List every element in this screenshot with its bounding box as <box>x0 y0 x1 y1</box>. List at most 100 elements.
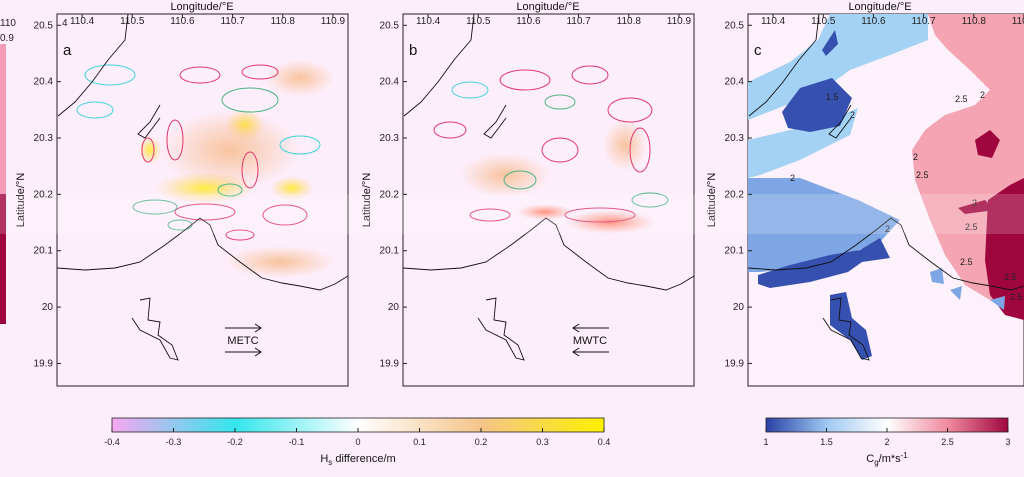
colorbar-tick-label: -0.2 <box>227 437 243 447</box>
speed-region-crimson-1 <box>985 178 1024 320</box>
colorbar-tick-label: 0 <box>355 437 360 447</box>
panel-a-xlabel: Longitude/°E <box>170 1 233 13</box>
contour-label: 2 <box>913 152 918 162</box>
left-partial-tick: 0.9 <box>0 33 14 44</box>
y-tick-label: 20.1 <box>380 246 400 257</box>
colorbar-tick-label: -0.4 <box>104 437 120 447</box>
colorbar-tick-label: 3 <box>1005 437 1010 447</box>
panel-a: a Longitude/°E Latitude/°N METC <box>15 1 349 387</box>
overlay-band <box>0 194 1024 234</box>
speed-region-dark-blue-3 <box>822 30 838 56</box>
speed-region-crimson-3 <box>958 200 995 214</box>
hs-colorbar: -0.4 -0.3 -0.2 -0.1 0 0.1 0.2 0.3 0.4 Hs differe… <box>104 417 610 467</box>
speed-region-blue-shelf <box>748 178 900 272</box>
panel-b: b Longitude/°E Latitude/°N MWTC <box>361 1 695 387</box>
panel-c: 1.5 2 2 2.5 2 2 2.5 2.5 2.5 2 2.5 2.5 2 … <box>706 1 1024 387</box>
contour-label: 2.5 <box>1004 272 1017 282</box>
x-tick-label: 110.4 <box>70 16 95 27</box>
x-tick-label: 110.7 <box>220 16 245 27</box>
x-tick-label: 110.8 <box>962 16 987 27</box>
y-tick-label: 20 <box>733 302 745 313</box>
panel-a-arrow-top <box>225 323 262 333</box>
contour-label: 2 <box>885 224 890 234</box>
x-tick-label: 110.9 <box>667 16 692 27</box>
speed-region-dark-blue-2 <box>758 238 890 288</box>
partial-label-4: 4 <box>62 18 68 29</box>
cg-colorbar: 1 1.5 2 2.5 3 Cg/m*s-1 <box>763 417 1011 467</box>
contour-label: 2.5 <box>955 94 968 104</box>
panel-c-field <box>748 14 1024 361</box>
colorbar-tick-label: 0.2 <box>475 437 488 447</box>
x-tick-label: 110.8 <box>271 16 296 27</box>
contour-label: 2 <box>972 198 977 208</box>
left-partial-colorbar <box>0 44 6 194</box>
panel-b-arrow-bottom <box>572 347 609 357</box>
hs-colorbar-ticks: -0.4 -0.3 -0.2 -0.1 0 0.1 0.2 0.3 0.4 <box>104 428 610 447</box>
panel-b-label: b <box>409 42 417 59</box>
colorbar-tick-label: 1 <box>763 437 768 447</box>
x-tick-label: 110.5 <box>811 16 836 27</box>
contour-label: 2.5 <box>916 170 929 180</box>
contour-label: 2 <box>980 90 985 100</box>
panel-a-label: a <box>63 42 72 59</box>
cg-colorbar-ticks: 1 1.5 2 2.5 3 <box>763 428 1011 447</box>
contour-label: 1.5 <box>826 92 839 102</box>
panel-a-arrow-bottom <box>225 347 262 357</box>
y-tick-label: 20 <box>42 302 54 313</box>
y-tick-label: 20.3 <box>34 133 54 144</box>
contour-label: 2.5 <box>960 257 973 267</box>
y-tick-label: 20.4 <box>34 77 54 88</box>
y-tick-label: 20.3 <box>380 133 400 144</box>
speed-region-dark-blue-4 <box>830 292 872 360</box>
x-tick-label: 110.9 <box>321 16 346 27</box>
y-tick-label: 20.2 <box>34 189 54 200</box>
contour-label: 2 <box>790 173 795 183</box>
colorbar-tick-label: 1.5 <box>820 437 833 447</box>
colorbar-tick-label: 2 <box>884 437 889 447</box>
y-tick-label: 20.4 <box>380 77 400 88</box>
panel-a-ticks: 110.4 110.5 110.6 110.7 110.8 110.9 20.5 20.4 20… <box>34 14 346 369</box>
y-tick-label: 20.1 <box>34 246 54 257</box>
y-tick-label: 19.9 <box>725 358 745 369</box>
x-tick-label: 110.7 <box>566 16 591 27</box>
colorbar-tick-label: -0.3 <box>166 437 182 447</box>
speed-region-dark-blue-1 <box>782 78 852 132</box>
speed-region-blue-patch-3 <box>990 296 1005 310</box>
y-tick-label: 20.5 <box>34 20 54 31</box>
x-tick-label: 110.9 <box>1012 16 1024 27</box>
panel-b-arrow-top <box>572 323 609 333</box>
panel-b-field <box>403 14 694 361</box>
panel-b-ticks: 110.4 110.5 110.6 110.7 110.8 110.9 20.5 20.4 20… <box>380 14 692 369</box>
panel-c-ticks: 110.4 110.5 110.6 110.7 110.8 110.9 20.5 20.4 20… <box>725 14 1024 369</box>
cg-colorbar-label: Cg/m*s-1 <box>866 451 908 467</box>
panel-c-xlabel: Longitude/°E <box>848 1 911 13</box>
x-tick-label: 110.6 <box>516 16 541 27</box>
speed-region-blue-patch-1 <box>930 268 944 284</box>
x-tick-label: 110.8 <box>617 16 642 27</box>
panel-b-ylabel: Latitude/°N <box>361 173 373 228</box>
x-tick-label: 110.4 <box>416 16 441 27</box>
x-tick-label: 110.5 <box>120 16 145 27</box>
panel-a-ylabel: Latitude/°N <box>15 173 27 228</box>
contour-label: 2.5 <box>965 222 978 232</box>
hs-colorbar-label: Hs difference/m <box>320 453 395 467</box>
panel-a-annotation: METC <box>227 335 258 347</box>
x-tick-label: 110.4 <box>761 16 786 27</box>
colorbar-tick-label: 0.4 <box>598 437 611 447</box>
partial-label-110: 110 <box>0 18 16 29</box>
panel-a-field <box>57 14 348 361</box>
panel-b-annotation: MWTC <box>573 335 607 347</box>
y-tick-label: 19.9 <box>380 358 400 369</box>
speed-region-blue-patch-2 <box>950 286 962 300</box>
panel-c-label: c <box>754 42 762 59</box>
colorbar-tick-label: 2.5 <box>941 437 954 447</box>
contour-label: 2 <box>850 110 855 120</box>
y-tick-label: 20.5 <box>725 20 745 31</box>
left-partial-colorbar-dark <box>0 194 6 324</box>
x-tick-label: 110.7 <box>911 16 936 27</box>
x-tick-label: 110.5 <box>466 16 491 27</box>
y-tick-label: 19.9 <box>34 358 54 369</box>
y-tick-label: 20.5 <box>380 20 400 31</box>
panel-c-contour-labels: 1.5 2 2 2.5 2 2 2.5 2.5 2.5 2 2.5 2.5 2 <box>790 90 1023 302</box>
